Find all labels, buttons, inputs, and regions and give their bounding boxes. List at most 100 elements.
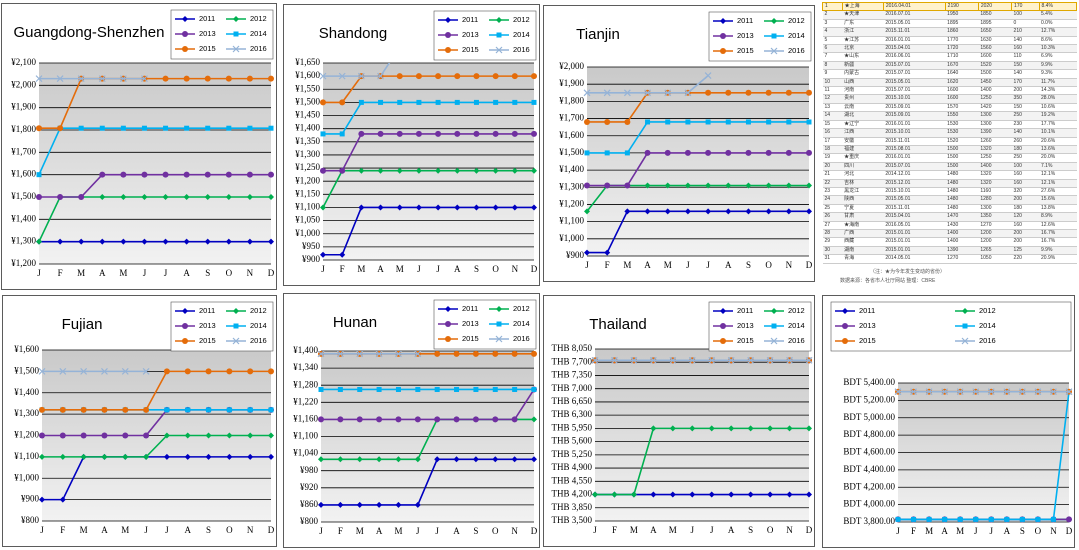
table-row: 1 ★上海 2016.04.01 2190 2020 170 8.4% [822,1,1077,12]
marker [765,208,772,215]
marker [435,130,442,137]
series-line [595,427,809,496]
x-tick-label: J [321,264,325,274]
table-cell: 2015.10.01 [883,94,946,104]
marker [604,249,611,256]
x-tick-label: S [1020,526,1025,536]
y-tick-label: THB 5,250 [552,449,593,459]
x-tick-label: A [376,526,383,536]
x-tick-label: O [226,525,233,535]
table-row: 19 ★重庆 2016.01.01 1500 1250 250 20.0% [822,153,1077,163]
marker [531,73,537,80]
marker [665,119,671,125]
marker [120,171,127,178]
marker [162,75,169,82]
table-cell: 安徽 [842,137,884,146]
y-tick-label: ¥1,600 [559,130,584,140]
marker [926,516,932,522]
marker [531,456,537,463]
table-cell: 12.7% [1039,27,1077,37]
marker [649,356,657,364]
legend-marker [720,33,726,39]
table-cell: 1600 [945,94,979,104]
plot-area [595,349,809,521]
marker [38,367,46,375]
marker [395,416,402,423]
table-cell: 1 [822,1,843,12]
marker [684,149,691,156]
x-tick-label: A [183,268,190,278]
marker [495,46,503,54]
x-tick-label: F [340,264,345,274]
table-cell: 1520 [945,137,979,146]
chart-title: Guangdong-Shenzhen [14,24,165,41]
marker [435,73,442,80]
table-cell: 2016.05.01 [883,221,946,230]
marker [473,99,479,105]
table-row: 28 广西 2015.01.01 1400 1200 200 16.7% [822,229,1077,239]
y-tick-label: ¥1,600 [295,70,320,80]
x-tick-label: J [974,526,978,536]
marker [987,388,995,396]
marker [664,182,671,189]
table-cell: 8.6% [1039,36,1077,46]
x-tick-label: S [746,260,751,270]
marker [531,204,537,211]
table-cell: 12.6% [1039,221,1077,230]
marker [435,99,441,105]
marker [377,130,384,137]
table-cell: 13 [822,103,843,113]
marker [972,388,980,396]
y-tick-label: ¥1,500 [295,96,320,106]
legend-label: 2011 [737,306,753,315]
table-cell: 16.7% [1039,237,1077,247]
marker [725,119,731,125]
series-line [321,458,534,506]
marker [337,501,344,508]
marker [786,356,793,364]
marker [492,204,499,211]
marker [454,386,460,392]
marker [57,194,64,200]
y-tick-label: THB 3,850 [552,502,593,512]
marker [122,406,129,413]
table-cell: 24 [822,195,843,205]
x-tick-label: M [664,260,672,270]
table-row: 3 广东 2015.05.01 1895 1895 0 0.0% [822,19,1077,29]
table-cell: 甘肃 [842,212,884,222]
table-cell: 170 [1011,78,1039,88]
table-cell: 7 [822,52,843,62]
legend-marker [182,338,188,344]
marker [225,194,232,200]
marker [184,368,191,375]
marker [232,45,240,53]
series-line [322,169,534,208]
y-tick-label: ¥1,300 [14,408,39,418]
x-tick-label: J [990,526,994,536]
x-tick-label: D [806,260,813,270]
marker [268,432,274,439]
table-cell: 6 [822,44,843,54]
y-tick-label: BDT 5,200.00 [843,394,895,404]
marker [141,75,148,83]
marker [162,238,169,245]
table-cell: 9 [822,69,843,79]
marker [163,125,169,131]
legend-label: 2014 [788,321,805,330]
marker [78,194,85,200]
legend-marker [962,308,968,314]
table-row: 17 安徽 2015.11.01 1520 1260 260 20.6% [822,137,1077,146]
legend-label: 2015 [737,336,754,345]
x-tick-label: A [941,526,948,536]
table-cell: 13.8% [1039,204,1077,214]
table-cell: 350 [1011,94,1039,104]
marker [584,182,590,189]
marker [247,453,254,460]
marker [414,456,421,463]
marker [492,386,498,392]
marker [36,238,42,245]
y-tick-label: ¥2,000 [11,79,36,89]
table-cell: 120 [1011,212,1039,222]
x-tick-label: A [725,260,732,270]
table-cell: 140 [1011,128,1039,138]
